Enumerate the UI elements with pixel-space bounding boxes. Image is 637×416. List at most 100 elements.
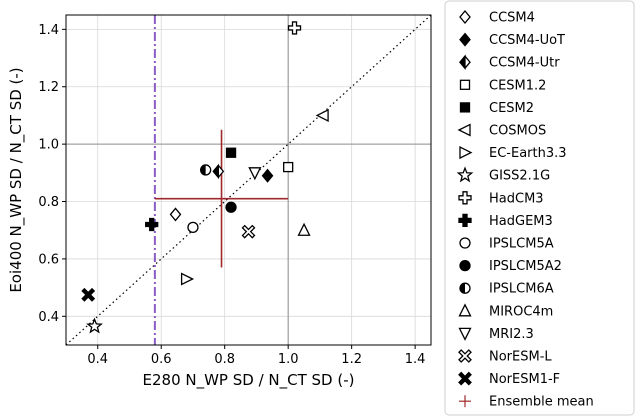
reference-lines <box>66 15 431 345</box>
y-axis-label: Eoi400 N_WP SD / N_CT SD (-) <box>7 67 26 292</box>
point-mri2-3 <box>248 167 262 181</box>
point-cosmos <box>315 108 329 122</box>
legend-marker-ipslcm6a-half <box>460 283 465 294</box>
one-to-one-line <box>66 15 431 345</box>
legend-marker-noresm1-f <box>458 371 472 386</box>
point-ipslcm6a-half <box>200 164 206 175</box>
legend-label: NorESM1-F <box>489 372 560 387</box>
legend-marker-ipslcm6a <box>459 282 471 294</box>
point-cesm1-2 <box>283 161 294 173</box>
legend-marker-noresm1-f-shape <box>458 371 472 386</box>
legend-marker-giss2-1g-shape <box>456 166 474 183</box>
point-ec-earth3-3 <box>180 272 195 286</box>
legend-label: COSMOS <box>489 124 546 139</box>
legend-label: GISS2.1G <box>489 169 550 184</box>
legend-marker-hadcm3-shape <box>458 191 472 205</box>
point-noresm1-f <box>81 287 96 302</box>
legend-marker-ec-earth3-3-shape <box>459 146 473 160</box>
point-ccsm4-shape <box>169 207 182 222</box>
x-tick-label: 0.6 <box>151 352 172 367</box>
legend-marker-ipslcm5a-shape <box>459 237 471 249</box>
legend-marker-ccsm4 <box>459 9 471 25</box>
legend-label: NorESM-L <box>489 350 552 365</box>
legend: CCSM4 CCSM4-UoT CCSM4-Utr CESM1.2 CESM2 COSMO… <box>444 0 635 416</box>
legend-marker-ccsm4-uot-shape <box>459 32 471 47</box>
legend-marker-giss2-1g <box>456 166 474 183</box>
legend-marker-mri2-3-shape <box>458 327 472 341</box>
legend-marker-ipslcm5a2-shape <box>459 259 471 272</box>
legend-marker-noresm-l-shape <box>458 349 472 363</box>
x-tick-label: 0.8 <box>214 352 235 367</box>
x-axis-label: E280 N_WP SD / N_CT SD (-) <box>143 371 355 390</box>
point-noresm-l-shape <box>241 224 256 239</box>
legend-marker-miroc4m-shape <box>458 303 472 317</box>
point-ipslcm5a2 <box>225 201 237 213</box>
legend-marker-cesm2-shape <box>459 102 471 113</box>
point-miroc4m-shape <box>297 222 311 236</box>
legend-marker-hadgem3-shape <box>458 213 472 228</box>
legend-label: CCSM4-Utr <box>489 56 560 71</box>
legend-marker-miroc4m <box>458 303 472 317</box>
legend-marker-ccsm4-shape <box>459 9 471 25</box>
legend-label: MRI2.3 <box>489 327 534 342</box>
point-ccsm4-uot <box>261 168 274 183</box>
legend-marker-ipslcm5a <box>459 237 471 249</box>
y-tick-label: 1.0 <box>38 138 59 153</box>
y-tick-label: 0.8 <box>38 195 59 210</box>
point-cosmos-shape <box>315 108 329 122</box>
legend-label: CESM1.2 <box>489 78 546 93</box>
point-ec-earth3-3-shape <box>180 272 195 286</box>
point-cesm2 <box>225 147 237 158</box>
point-ipslcm6a <box>200 164 212 176</box>
x-tick-label: 1.0 <box>278 352 299 367</box>
point-ipslcm5a-shape <box>187 221 199 233</box>
point-ipslcm5a2-shape <box>225 201 237 213</box>
legend-box <box>444 0 635 416</box>
y-tick-label: 1.2 <box>38 80 59 95</box>
point-cesm2-shape <box>225 147 237 158</box>
x-tick-label: 1.4 <box>405 352 426 367</box>
legend-label: HadCM3 <box>489 191 544 206</box>
legend-marker-ccsm4-utr <box>459 54 471 70</box>
legend-label: MIROC4m <box>489 304 553 319</box>
legend-marker-mri2-3 <box>458 327 472 341</box>
data-points <box>81 21 329 334</box>
legend-label: CCSM4-UoT <box>489 33 565 48</box>
legend-label: CESM2 <box>489 101 534 116</box>
legend-label: IPSLCM5A <box>489 237 554 252</box>
legend-marker-ipslcm5a2 <box>459 259 471 272</box>
point-giss2-1g <box>86 317 103 334</box>
legend-marker-cesm2 <box>459 102 471 113</box>
legend-marker-cesm1-2 <box>459 79 471 90</box>
legend-label: IPSLCM6A <box>489 282 554 297</box>
point-ccsm4 <box>169 207 182 222</box>
legend-label: Ensemble mean <box>489 395 594 410</box>
grid-lines <box>66 15 431 345</box>
legend-label: HadGEM3 <box>489 214 553 229</box>
legend-marker-cosmos-shape <box>457 123 471 137</box>
legend-marker-cosmos <box>457 123 471 137</box>
point-cesm1-2-shape <box>283 161 294 173</box>
point-noresm1-f-shape <box>81 287 96 302</box>
axis-ticks: 0.4 0.6 0.8 1.0 1.2 1.4 0.4 0.6 0.8 1.0 1.2 1.4 <box>38 23 425 367</box>
legend-marker-cesm1-2-shape <box>459 79 471 90</box>
point-miroc4m <box>297 222 311 236</box>
legend-label: EC-Earth3.3 <box>489 146 567 161</box>
point-hadgem3-shape <box>145 217 159 232</box>
x-tick-label: 0.4 <box>87 352 108 367</box>
point-hadcm3 <box>287 21 302 35</box>
y-tick-label: 0.4 <box>38 310 59 325</box>
point-ccsm4-utr <box>212 163 225 180</box>
point-ccsm4-uot-shape <box>261 168 274 183</box>
legend-label: IPSLCM5A2 <box>489 259 562 274</box>
point-noresm-l <box>241 224 256 239</box>
legend-marker-ccsm4-uot <box>459 32 471 47</box>
legend-marker-hadcm3 <box>458 191 472 205</box>
legend-label: CCSM4 <box>489 11 535 26</box>
legend-marker-ccsm4-utr-shape <box>459 54 466 70</box>
point-mri2-3-shape <box>248 167 262 181</box>
point-ccsm4-utr-shape <box>212 163 219 180</box>
legend-marker-noresm-l <box>458 349 472 363</box>
y-tick-label: 0.6 <box>38 252 59 267</box>
